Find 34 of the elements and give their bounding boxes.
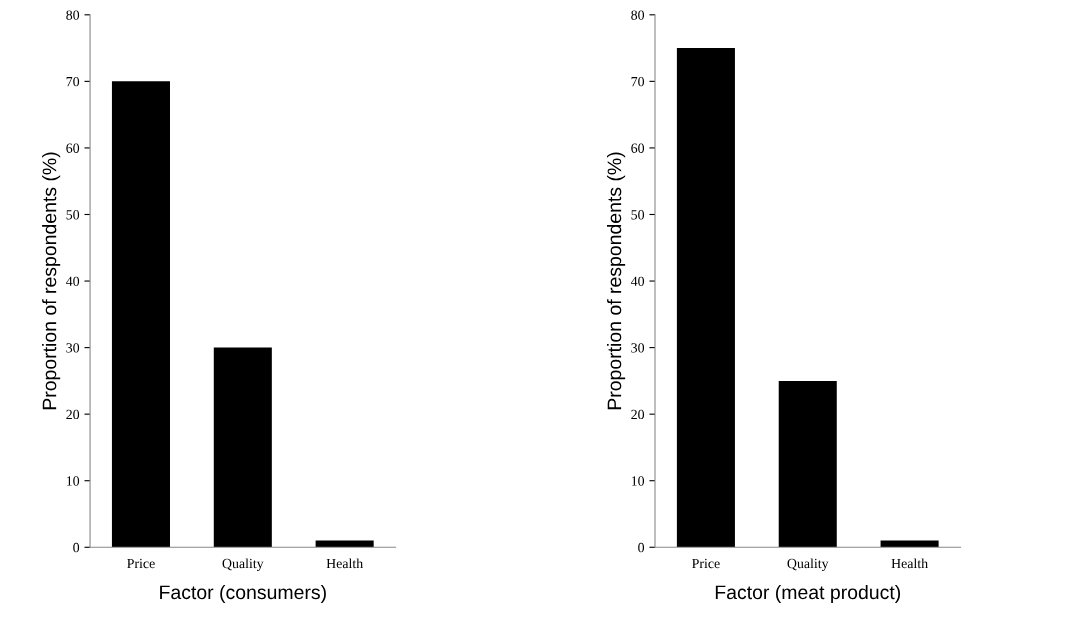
y-tick-label: 30 [66,343,80,353]
y-tick-label: 50 [66,210,80,220]
y-tick-label: 80 [631,10,645,20]
y-tick-label: 40 [630,276,645,286]
y-tick-label: 70 [631,76,645,87]
bar [880,540,939,548]
y-tick-label: 20 [631,409,645,420]
bar [213,347,272,548]
y-axis-title: Proportion of respondents (%) [42,152,61,410]
y-tick-label: 0 [638,542,645,553]
y-tick-label: 60 [66,143,80,153]
bar [676,48,735,548]
bar [778,380,837,548]
y-tick-label: 80 [66,10,80,20]
y-tick-label: 60 [631,143,645,153]
x-tick-label: Health [891,558,928,569]
y-tick-label: 40 [66,276,80,286]
x-tick-label: Price [127,558,155,569]
bar [315,540,374,548]
x-axis-title: Factor (meat product) [715,584,901,604]
x-tick-label: Price [692,558,720,569]
y-tick-label: 10 [631,476,645,486]
y-tick-label: 30 [631,343,645,353]
y-tick-label: 10 [66,476,80,486]
bar [111,81,170,548]
x-tick-label: Quality [787,558,829,572]
y-tick-label: 20 [66,409,80,420]
x-tick-label: Quality [222,558,264,572]
y-axis-title: Proportion of respondents (%) [607,152,626,410]
y-tick-label: 50 [631,210,645,220]
y-tick-label: 70 [66,76,80,87]
x-tick-label: Health [326,558,363,569]
y-tick-label: 0 [73,542,80,553]
x-axis-title: Factor (consumers) [160,584,326,604]
